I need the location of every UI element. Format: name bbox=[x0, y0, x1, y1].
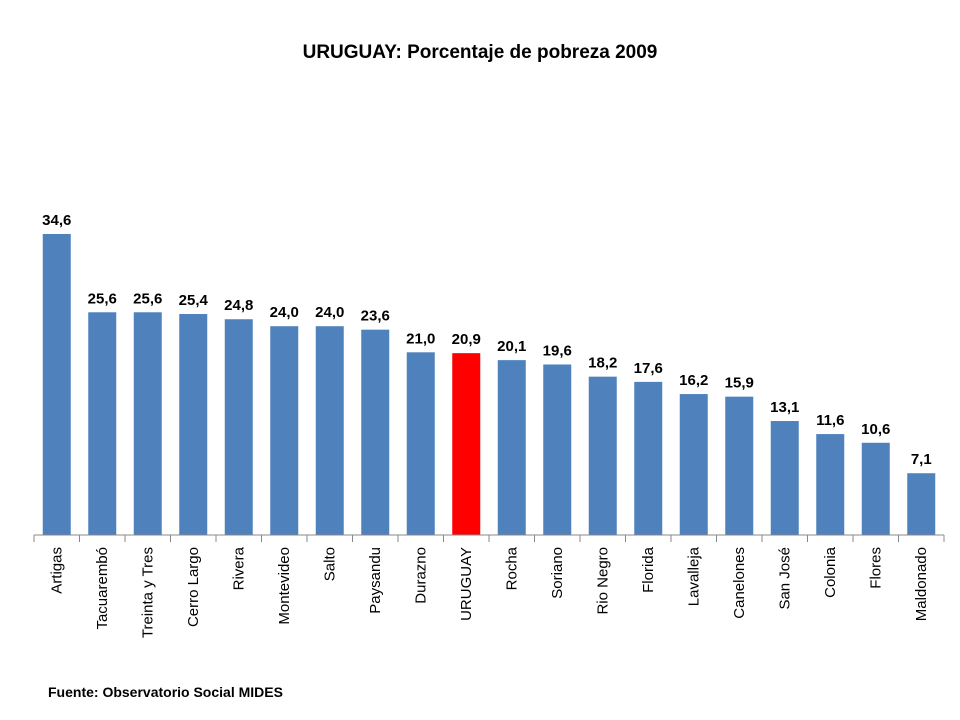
value-label-0: 34,6 bbox=[42, 212, 71, 229]
value-label-10: 20,1 bbox=[497, 338, 526, 355]
bar-19 bbox=[907, 473, 936, 535]
bar-4 bbox=[224, 319, 253, 535]
bar-11 bbox=[543, 364, 572, 535]
category-label-16: San José bbox=[776, 547, 793, 610]
bar-9 bbox=[452, 353, 481, 535]
bar-17 bbox=[816, 434, 845, 535]
category-label-13: Florida bbox=[640, 546, 657, 593]
category-label-3: Cerro Largo bbox=[185, 547, 202, 627]
category-labels-group: Artigas Tacuarembó Treinta y Tres Cerro Lar… bbox=[48, 546, 930, 638]
bars-group bbox=[42, 233, 936, 536]
bar-2 bbox=[133, 312, 162, 535]
category-label-5: Montevideo bbox=[276, 547, 293, 625]
category-label-12: Rio Negro bbox=[594, 547, 611, 615]
bar-15 bbox=[725, 396, 754, 535]
category-label-9: URUGUAY bbox=[458, 547, 475, 621]
value-label-1: 25,6 bbox=[88, 290, 117, 307]
bar-5 bbox=[270, 326, 299, 535]
value-label-14: 16,2 bbox=[679, 372, 708, 389]
value-label-6: 24,0 bbox=[315, 304, 344, 321]
value-label-12: 18,2 bbox=[588, 355, 617, 372]
category-label-18: Flores bbox=[867, 547, 884, 589]
value-label-19: 7,1 bbox=[911, 451, 932, 468]
category-label-17: Colonia bbox=[822, 546, 839, 598]
category-label-8: Durazno bbox=[412, 547, 429, 604]
bar-1 bbox=[88, 312, 117, 535]
bar-3 bbox=[179, 314, 208, 535]
value-label-7: 23,6 bbox=[361, 308, 390, 325]
category-label-6: Salto bbox=[321, 547, 338, 581]
bar-10 bbox=[497, 360, 526, 535]
bar-0 bbox=[42, 233, 71, 536]
category-label-15: Canelones bbox=[731, 547, 748, 619]
bar-8 bbox=[406, 352, 435, 535]
bar-12 bbox=[588, 376, 617, 535]
bar-6 bbox=[315, 326, 344, 535]
value-label-4: 24,8 bbox=[224, 297, 253, 314]
value-label-5: 24,0 bbox=[270, 304, 299, 321]
source-note: Fuente: Observatorio Social MIDES bbox=[48, 684, 283, 700]
category-label-19: Maldonado bbox=[913, 547, 930, 621]
category-label-0: Artigas bbox=[48, 547, 65, 594]
category-label-10: Rocha bbox=[503, 546, 520, 590]
category-label-4: Rivera bbox=[230, 546, 247, 590]
bar-7 bbox=[361, 329, 390, 535]
category-label-11: Soriano bbox=[549, 547, 566, 599]
value-label-16: 13,1 bbox=[770, 399, 799, 416]
x-axis-group bbox=[33, 534, 945, 542]
category-label-14: Lavalleja bbox=[685, 546, 702, 606]
bar-14 bbox=[679, 394, 708, 535]
value-label-18: 10,6 bbox=[861, 421, 890, 438]
category-label-7: Paysandu bbox=[367, 547, 384, 614]
bar-13 bbox=[634, 381, 663, 535]
value-label-13: 17,6 bbox=[634, 360, 663, 377]
value-label-15: 15,9 bbox=[725, 375, 754, 392]
category-label-2: Treinta y Tres bbox=[139, 547, 156, 638]
value-label-11: 19,6 bbox=[543, 342, 572, 359]
value-label-17: 11,6 bbox=[816, 412, 844, 429]
value-label-8: 21,0 bbox=[406, 330, 435, 347]
value-label-2: 25,6 bbox=[133, 290, 162, 307]
bar-18 bbox=[861, 442, 890, 535]
value-labels-group: 34,6 25,6 25,6 25,4 24,8 24,0 24,0 23,6 21,0 20,9… bbox=[42, 212, 932, 468]
category-label-1: Tacuarembó bbox=[94, 547, 111, 630]
chart-title: URUGUAY: Porcentaje de pobreza 2009 bbox=[302, 42, 658, 63]
value-label-9: 20,9 bbox=[452, 331, 481, 348]
value-label-3: 25,4 bbox=[179, 292, 209, 309]
bar-16 bbox=[770, 421, 799, 535]
